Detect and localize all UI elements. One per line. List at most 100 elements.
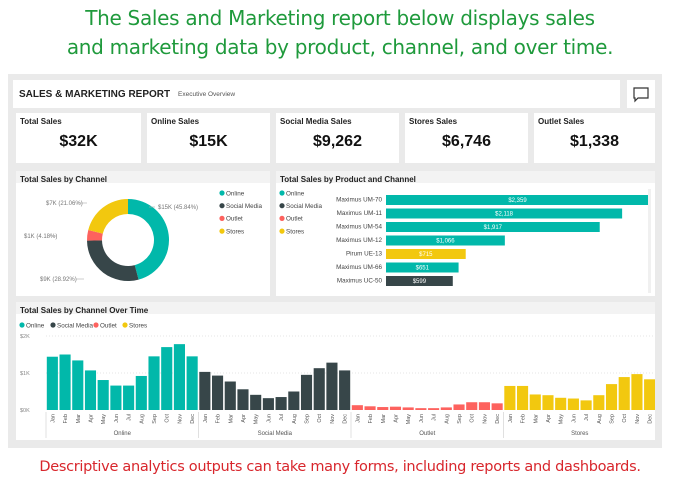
- category-label: Maximus UM-11: [337, 210, 383, 217]
- kpi-label: Total Sales: [20, 117, 62, 126]
- bar: [478, 402, 490, 410]
- kpi-label: Stores Sales: [409, 117, 458, 126]
- bar: [491, 403, 503, 410]
- time-bar-panel: Total Sales by Channel Over Time Online S…: [16, 302, 655, 440]
- comment-button[interactable]: [627, 80, 655, 108]
- bar: [517, 385, 529, 410]
- bar: [72, 360, 84, 410]
- month-label: Sep: [457, 414, 463, 424]
- month-label: Jun: [114, 414, 120, 423]
- legend-item: Outlet: [286, 216, 303, 223]
- month-label: Oct: [622, 414, 628, 423]
- month-label: May: [559, 414, 565, 425]
- legend-marker: [93, 322, 99, 328]
- bar: [351, 405, 363, 410]
- legend-marker: [50, 322, 56, 328]
- bar-label: $2,359: [508, 198, 527, 204]
- month-label: Aug: [139, 414, 145, 424]
- channel-donut-panel: Total Sales by Channel $15K (45.84%) $9K …: [16, 171, 270, 296]
- bar: [148, 356, 160, 410]
- month-label: Jul: [432, 414, 438, 421]
- month-label: Mar: [228, 414, 234, 424]
- dashboard: SALES & MARKETING REPORT Executive Overv…: [8, 74, 662, 448]
- month-label: Jun: [266, 414, 272, 423]
- kpi-card: Social Media Sales $9,262: [276, 113, 399, 163]
- bar: [440, 407, 452, 410]
- bar: [428, 408, 440, 410]
- month-label: Nov: [177, 414, 183, 424]
- bar: [161, 347, 173, 410]
- scrollbar[interactable]: [648, 189, 651, 293]
- y-tick-label: $0K: [20, 408, 30, 414]
- category-label: Maximus UC-50: [337, 278, 383, 285]
- bar: [389, 406, 402, 410]
- group-label: Stores: [571, 431, 588, 437]
- month-label: Jun: [419, 414, 425, 423]
- bar: [123, 385, 135, 410]
- month-label: Nov: [635, 414, 641, 424]
- bar: [377, 407, 389, 410]
- bar: [135, 375, 147, 410]
- month-label: Mar: [381, 414, 387, 424]
- category-label: Maximus UM-70: [336, 197, 382, 204]
- legend-marker: [279, 228, 285, 234]
- legend-item: Social Media: [286, 203, 323, 210]
- group-label: Online: [114, 431, 132, 437]
- month-label: Mar: [76, 414, 82, 424]
- bar: [364, 406, 376, 410]
- bar: [605, 384, 618, 410]
- kpi-label: Social Media Sales: [280, 117, 352, 126]
- legend-marker: [279, 215, 285, 221]
- month-label: Aug: [292, 414, 298, 424]
- caption-top: The Sales and Marketing report below dis…: [0, 4, 680, 62]
- bar: [386, 262, 459, 273]
- bar: [110, 385, 122, 410]
- bar: [237, 389, 249, 410]
- month-label: Apr: [88, 414, 94, 423]
- month-label: May: [254, 414, 260, 425]
- bar: [593, 395, 605, 410]
- category-label: Maximus UM-12: [336, 237, 382, 244]
- kpi-value: $15K: [189, 133, 228, 150]
- month-label: Apr: [393, 414, 399, 423]
- legend-item: Online: [286, 190, 305, 197]
- legend-item: Stores: [226, 228, 244, 235]
- month-label: Dec: [343, 414, 349, 424]
- legend-marker: [219, 228, 225, 234]
- bar-label: $1,066: [436, 239, 455, 245]
- bar: [212, 375, 224, 410]
- bar: [59, 354, 71, 410]
- month-label: May: [406, 414, 412, 425]
- legend-item: Outlet: [226, 216, 243, 223]
- kpi-value: $32K: [59, 133, 98, 150]
- bar: [386, 208, 623, 219]
- bar: [313, 368, 325, 410]
- bar: [262, 398, 274, 410]
- month-label: Feb: [368, 414, 374, 423]
- kpi-label: Online Sales: [151, 117, 200, 126]
- month-label: Dec: [495, 414, 501, 424]
- month-label: Oct: [317, 414, 323, 423]
- legend-item: Stores: [129, 322, 147, 329]
- product-bar-chart: Online Social Media Outlet Stores Maximus UM…: [279, 189, 651, 293]
- month-label: Oct: [165, 414, 171, 423]
- bar: [84, 370, 97, 410]
- bar: [46, 356, 58, 410]
- category-label: Pirum UE-13: [346, 251, 383, 258]
- bar-label: $715: [419, 252, 433, 258]
- group-label: Social Media: [258, 431, 293, 437]
- bar: [529, 394, 541, 410]
- month-label: Jan: [203, 414, 209, 423]
- bar: [402, 407, 414, 410]
- bar: [326, 362, 338, 410]
- legend-marker: [279, 190, 285, 196]
- bar: [97, 380, 109, 410]
- donut-chart: $15K (45.84%) $9K (28.92%) $1K (4.18%) $7K …: [24, 190, 263, 283]
- report-header: SALES & MARKETING REPORT Executive Overv…: [13, 80, 620, 108]
- slice-label: $9K (28.92%): [40, 277, 77, 283]
- bar: [275, 397, 287, 410]
- legend-item: Online: [26, 322, 45, 329]
- month-label: Jun: [571, 414, 577, 423]
- bar: [386, 276, 453, 286]
- donut-slice: [88, 199, 128, 234]
